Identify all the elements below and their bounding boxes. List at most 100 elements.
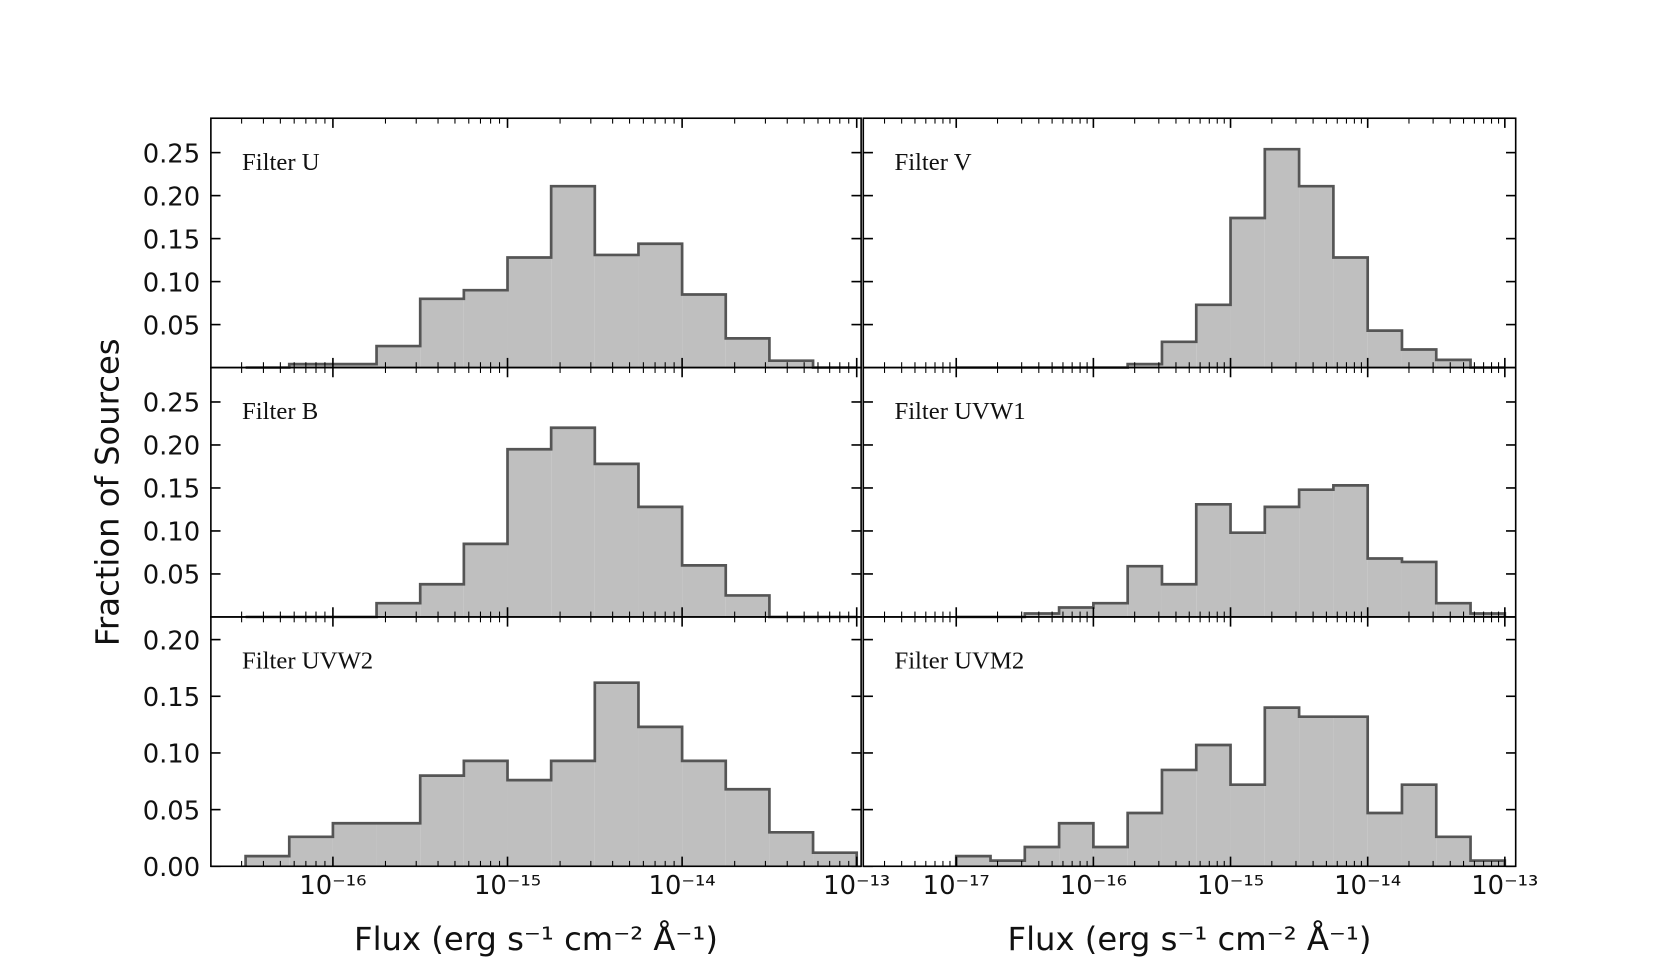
bar <box>682 565 726 617</box>
bar <box>638 726 683 867</box>
y-tick-label: 0.15 <box>143 475 200 505</box>
x-tick-label: 10⁻¹³ <box>823 871 890 901</box>
bar <box>813 852 857 867</box>
bar <box>1333 257 1368 368</box>
bar <box>376 823 421 867</box>
bar <box>289 836 333 867</box>
bar <box>420 775 464 867</box>
bar <box>725 595 770 617</box>
bar <box>1024 613 1060 617</box>
bar <box>1127 566 1162 617</box>
bar <box>594 682 639 867</box>
bar <box>1299 186 1334 368</box>
panel-annotation: Filter B <box>242 398 318 425</box>
bar <box>1436 836 1471 867</box>
histogram-outline <box>954 706 1507 867</box>
x-tick-label: 10⁻¹⁴ <box>649 871 716 901</box>
panel-annotation: Filter UVW1 <box>894 398 1025 425</box>
bar <box>507 257 552 368</box>
bar <box>769 360 814 368</box>
y-axis-label: Fraction of Sources <box>88 338 126 646</box>
bar <box>1127 364 1162 368</box>
bar <box>289 364 333 368</box>
y-tick-label: 0.05 <box>143 311 200 341</box>
bar <box>990 860 1025 867</box>
x-tick-label: 10⁻¹⁶ <box>1060 871 1127 901</box>
bar <box>1093 847 1128 867</box>
y-tick-label: 0.10 <box>143 518 200 548</box>
x-tick-label: 10⁻¹⁶ <box>299 871 366 901</box>
bar <box>725 338 770 368</box>
bar <box>1161 769 1197 867</box>
bar <box>682 294 726 368</box>
bar <box>1059 607 1094 617</box>
bar <box>551 427 595 617</box>
bar <box>551 186 595 368</box>
bar <box>1333 485 1368 617</box>
bar <box>1401 784 1437 867</box>
bar <box>956 856 991 867</box>
bar <box>1264 506 1300 617</box>
histogram-outline <box>245 426 857 619</box>
bar <box>1401 349 1437 368</box>
bar <box>551 760 595 867</box>
bar <box>463 290 508 368</box>
bar <box>1230 784 1265 867</box>
x-tick-label: 10⁻¹³ <box>1471 871 1538 901</box>
bar <box>638 243 683 368</box>
panel-annotation: Filter UVM2 <box>894 648 1024 675</box>
bar <box>1470 613 1505 617</box>
bar <box>1161 341 1197 368</box>
bar <box>1264 707 1300 867</box>
panel-frame <box>210 616 862 868</box>
bar <box>682 760 726 867</box>
bar <box>638 506 683 617</box>
bar <box>1024 847 1060 867</box>
histogram-outline <box>956 484 1507 619</box>
bar <box>463 760 508 867</box>
bar <box>1093 603 1128 617</box>
bar <box>1299 489 1334 617</box>
panel-annotation: Filter UVW2 <box>242 648 373 675</box>
bar <box>1367 813 1402 867</box>
bar <box>420 584 464 617</box>
y-tick-label: 0.05 <box>143 796 200 826</box>
bar <box>1436 359 1471 368</box>
y-tick-label: 0.20 <box>143 626 200 656</box>
histogram-outline <box>244 681 859 867</box>
bar <box>1196 304 1231 368</box>
bar <box>594 463 639 617</box>
bar <box>507 780 552 867</box>
panel-annotation: Filter U <box>242 149 320 176</box>
bar <box>1299 716 1334 867</box>
bar <box>1264 149 1300 368</box>
x-tick-label: 10⁻¹⁷ <box>923 871 990 901</box>
panel-annotation: Filter V <box>894 149 971 176</box>
bar <box>245 856 290 867</box>
bar <box>1230 217 1265 368</box>
bar <box>594 254 639 368</box>
bar <box>1401 561 1437 617</box>
bar <box>1367 558 1402 617</box>
histogram-outline <box>245 184 857 369</box>
x-tick-label: 10⁻¹⁴ <box>1334 871 1401 901</box>
bar <box>332 364 377 368</box>
bar <box>1127 813 1162 867</box>
x-axis-label: Flux (erg s⁻¹ cm⁻² Å⁻¹) <box>354 920 718 958</box>
bar <box>1230 532 1265 617</box>
bar <box>725 789 770 867</box>
bar <box>1470 860 1505 867</box>
bar <box>1436 603 1471 617</box>
x-axis-label: Flux (erg s⁻¹ cm⁻² Å⁻¹) <box>1008 920 1372 958</box>
bar <box>420 298 464 368</box>
bar <box>1367 330 1402 368</box>
y-tick-label: 0.20 <box>143 182 200 212</box>
bar <box>1161 584 1197 617</box>
bar <box>507 449 552 617</box>
y-tick-label: 0.10 <box>143 268 200 298</box>
bar <box>376 346 421 368</box>
bar <box>1059 823 1094 867</box>
y-tick-label: 0.15 <box>143 683 200 713</box>
bar <box>376 603 421 617</box>
